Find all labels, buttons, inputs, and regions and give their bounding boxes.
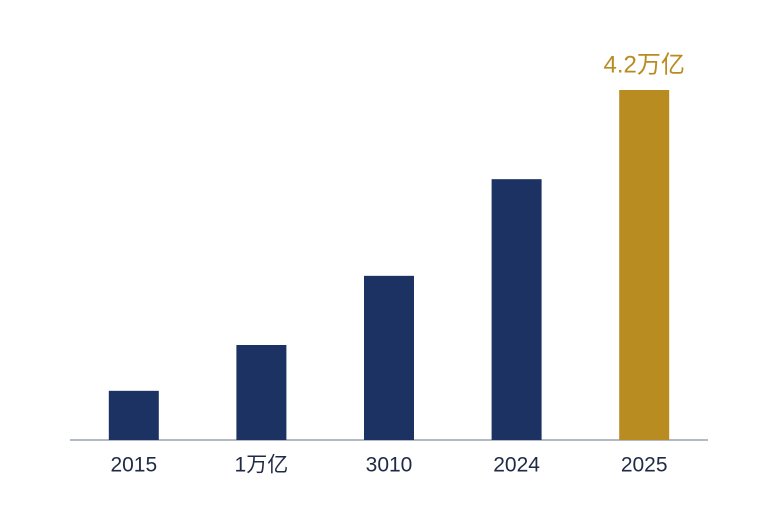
bar — [108, 390, 159, 440]
value-label: 4.2万亿 — [604, 51, 685, 78]
x-tick-label: 2015 — [110, 454, 157, 477]
bar — [491, 179, 542, 440]
x-tick-label: 2024 — [493, 454, 540, 477]
bar — [364, 275, 414, 440]
bar — [236, 345, 287, 440]
bar — [619, 90, 670, 440]
x-tick-label: 1万亿 — [235, 454, 289, 477]
x-tick-label: 3010 — [366, 454, 413, 477]
x-tick-label: 2025 — [621, 454, 668, 477]
